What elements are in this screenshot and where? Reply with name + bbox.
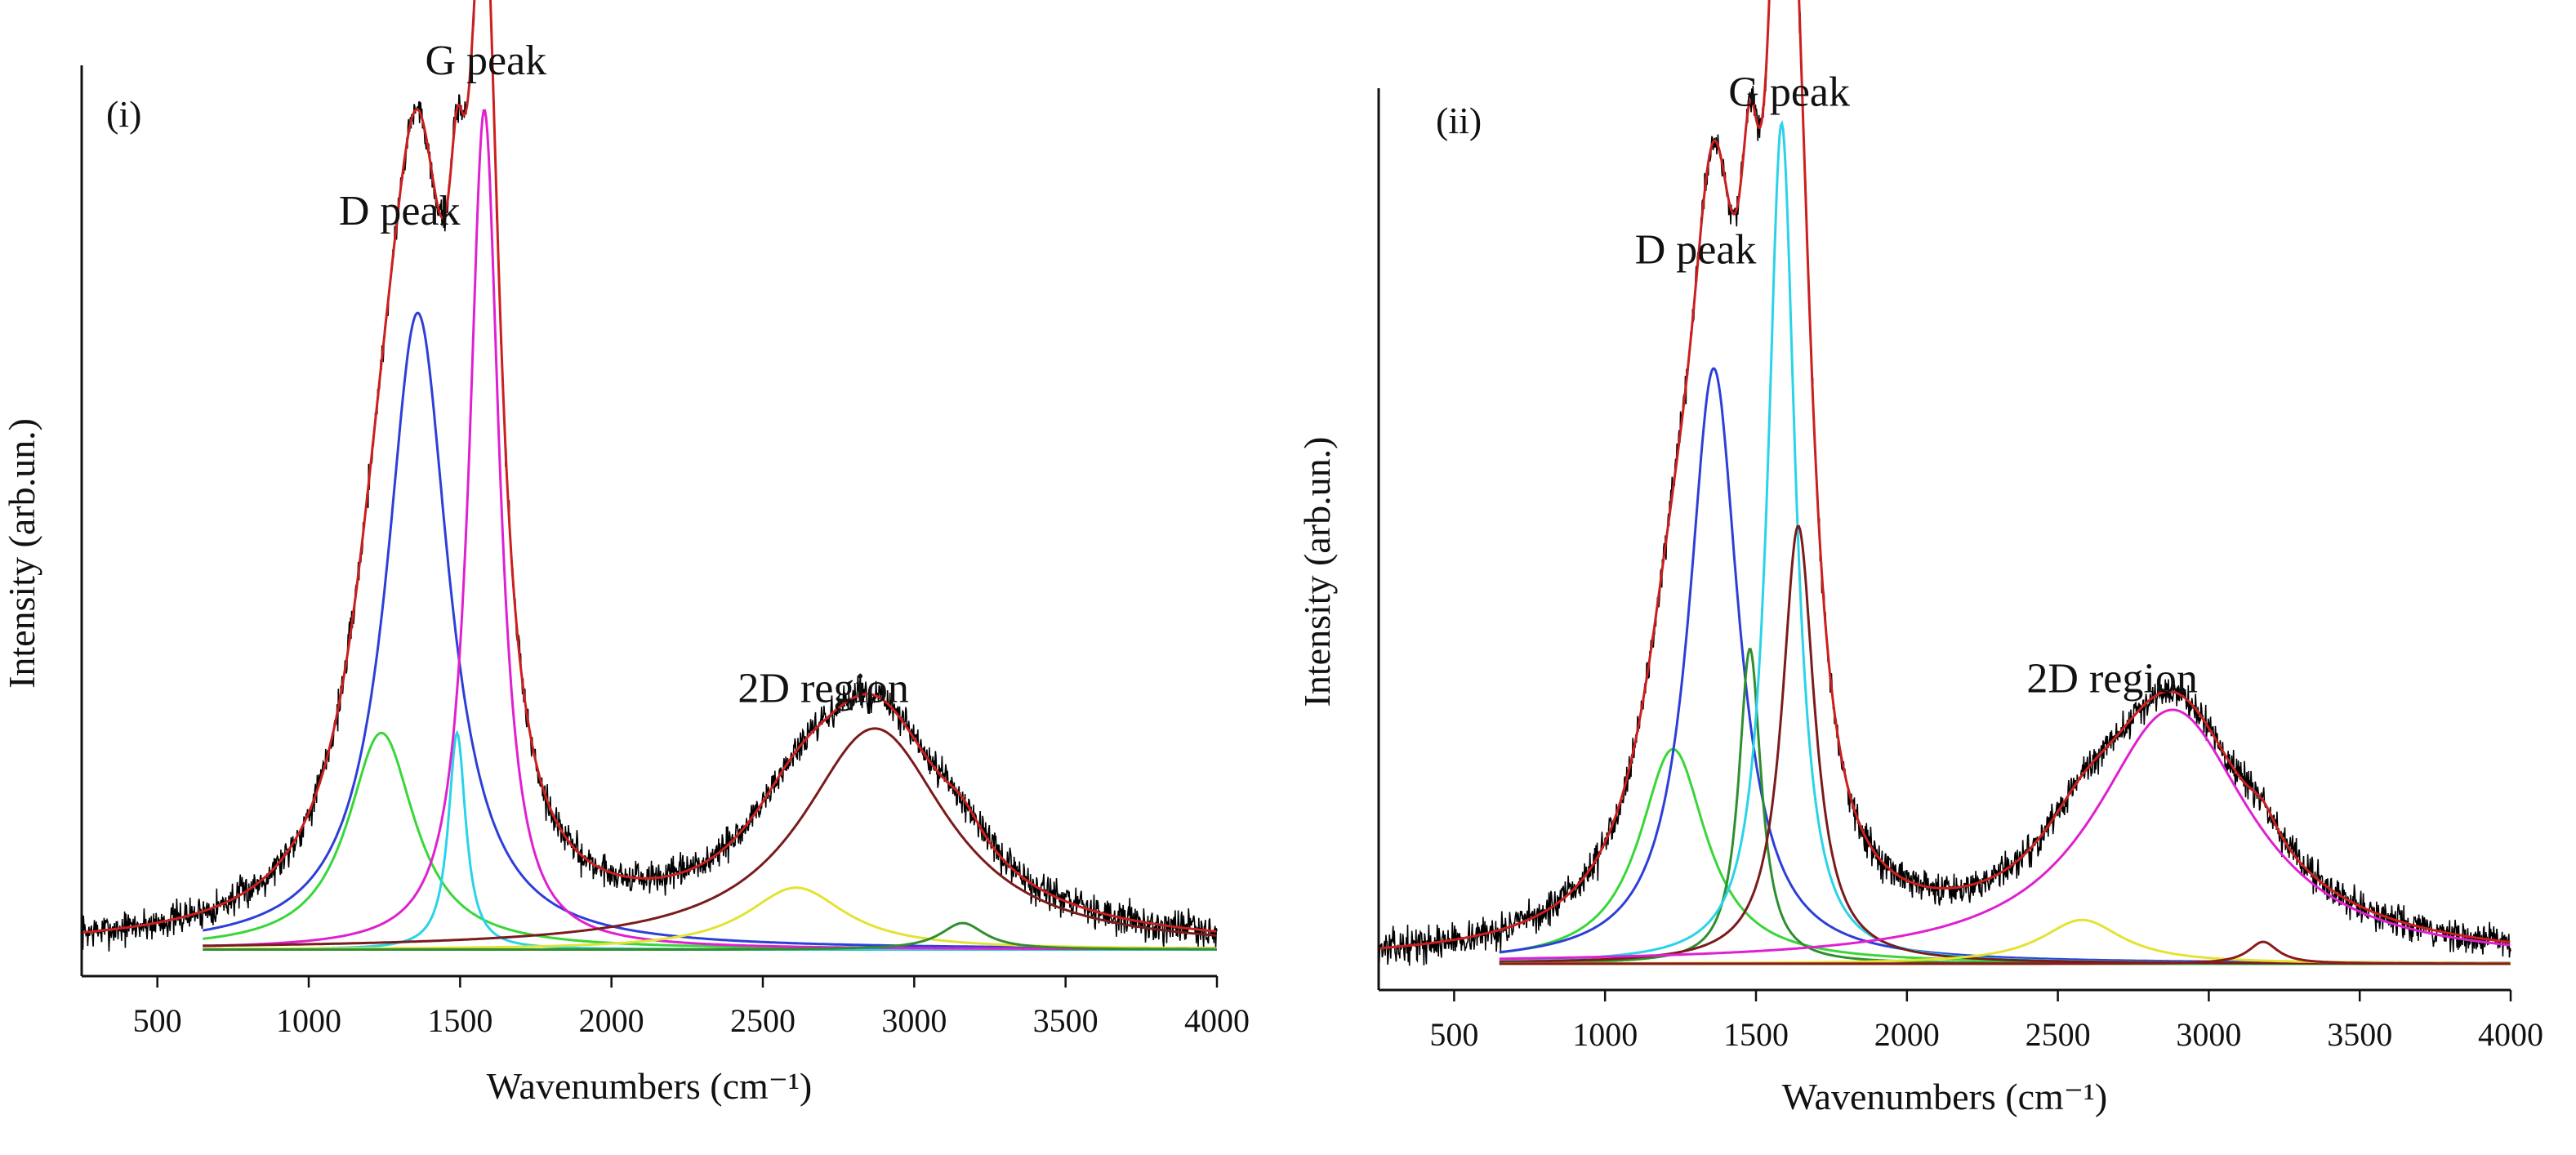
panel-ii-x-tick-label-3500: 3500 [2327, 1016, 2392, 1053]
panel-ii-axes [1377, 88, 2511, 992]
panel-ii-g-peak-annotation: G peak [1728, 69, 1850, 115]
panel-ii-measured-spectrum [1378, 0, 2511, 966]
panel-ii-label: (ii) [1436, 100, 1482, 141]
panel-ii-2d-region-annotation: 2D region [2026, 656, 2197, 702]
panel-i-cumulative-fit [81, 0, 1217, 934]
panel-ii-component-peak-2880 [1499, 708, 2511, 961]
panel-i-x-ticks: 500 1000 1500 2000 2500 3000 3500 4000 [133, 976, 1250, 1039]
panel-ii-x-tick-label-1500: 1500 [1723, 1016, 1789, 1053]
panel-ii-x-tick-label-500: 500 [1429, 1016, 1478, 1053]
panel-i-x-tick-label-3500: 3500 [1033, 1002, 1099, 1039]
panel-ii-d-peak-annotation: D peak [1635, 226, 1757, 273]
panel-ii-plot-marks [1378, 0, 2511, 966]
panel-i-x-tick-label-2000: 2000 [579, 1002, 644, 1039]
panel-i-plot-marks [81, 0, 1218, 952]
panel-i-y-axis-title: Intensity (arb.un.) [1, 418, 42, 689]
panel-i-x-tick-label-2500: 2500 [730, 1002, 796, 1039]
panel-i-x-tick-label-4000: 4000 [1184, 1002, 1250, 1039]
panel-i-g-peak-annotation: G peak [425, 38, 546, 84]
panel-ii-x-tick-label-4000: 4000 [2478, 1016, 2543, 1053]
panel-ii-x-tick-label-2500: 2500 [2026, 1016, 2091, 1053]
panel-i-component-peak-3160 [203, 921, 1217, 951]
panel-ii-cumulative-fit [1378, 0, 2511, 950]
panel-ii-x-ticks: 500 1000 1500 2000 2500 3000 3500 4000 [1429, 990, 2543, 1053]
panel-i: 500 1000 1500 2000 2500 3000 3500 4000 (i) D pe… [1, 0, 1250, 1107]
panel-i-axes [80, 65, 1217, 978]
panel-ii: 500 1000 1500 2000 2500 3000 3500 4000 (ii) D p… [1296, 0, 2543, 1117]
panel-i-x-tick-label-500: 500 [133, 1002, 182, 1039]
panel-ii-y-axis-title: Intensity (arb.un.) [1296, 437, 1338, 707]
panel-i-x-tick-label-1000: 1000 [276, 1002, 341, 1039]
panel-ii-component-peak-3180 [1499, 940, 2511, 965]
panel-i-component-peak-2870 [203, 727, 1217, 948]
panel-ii-x-tick-label-2000: 2000 [1874, 1016, 1940, 1053]
panel-i-x-axis-title: Wavenumbers (cm⁻¹) [487, 1065, 812, 1107]
panel-i-x-tick-label-1500: 1500 [427, 1002, 492, 1039]
panel-i-2d-region-annotation: 2D region [738, 665, 908, 711]
panel-i-d-peak-annotation: D peak [339, 188, 461, 234]
panel-i-label: (i) [106, 93, 141, 135]
panel-i-x-tick-label-3000: 3000 [881, 1002, 947, 1039]
panel-i-component-peak-1580 [203, 109, 1217, 951]
panel-ii-x-axis-title: Wavenumbers (cm⁻¹) [1782, 1076, 2107, 1117]
panel-ii-x-tick-label-1000: 1000 [1572, 1016, 1638, 1053]
panel-ii-x-tick-label-3000: 3000 [2176, 1016, 2241, 1053]
